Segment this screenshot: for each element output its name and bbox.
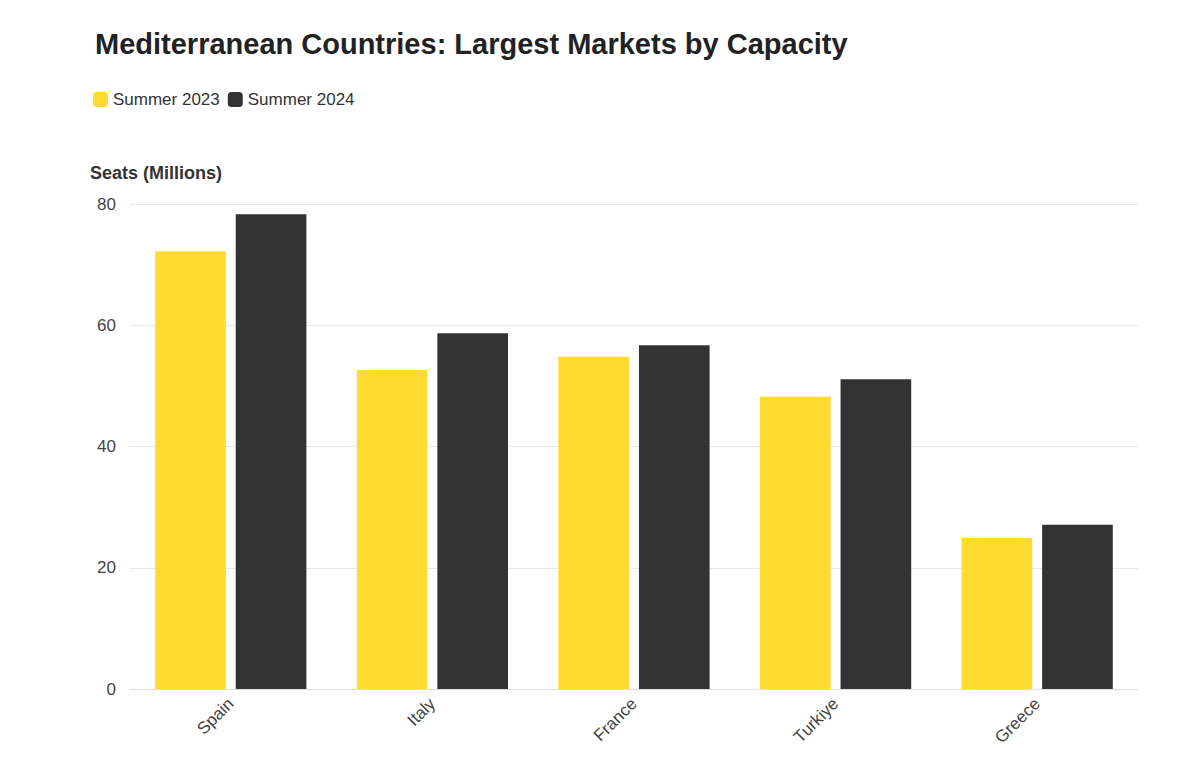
svg-text:France: France	[590, 694, 641, 745]
svg-text:Greece: Greece	[991, 694, 1044, 747]
svg-text:Summer 2023: Summer 2023	[113, 90, 220, 109]
svg-text:80: 80	[97, 195, 116, 214]
svg-text:Italy: Italy	[404, 694, 440, 730]
svg-text:Mediterranean Countries: Large: Mediterranean Countries: Largest Markets…	[95, 28, 848, 60]
svg-text:Turkiye: Turkiye	[790, 694, 842, 746]
svg-text:40: 40	[97, 437, 116, 456]
svg-text:Seats (Millions): Seats (Millions)	[90, 163, 222, 183]
svg-text:Spain: Spain	[193, 694, 237, 738]
svg-text:0: 0	[107, 680, 116, 699]
svg-text:Summer 2024: Summer 2024	[248, 90, 355, 109]
svg-text:20: 20	[97, 558, 116, 577]
svg-text:60: 60	[97, 316, 116, 335]
